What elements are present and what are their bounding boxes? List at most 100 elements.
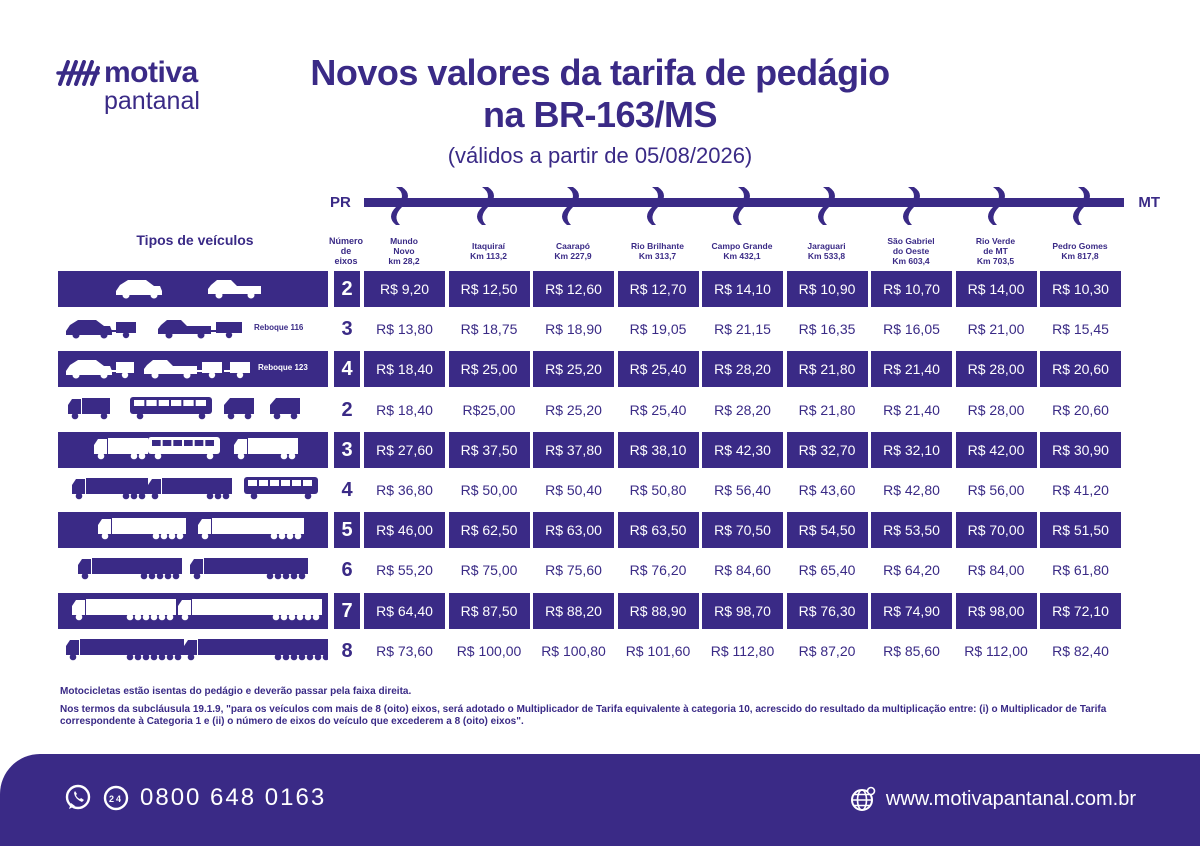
plaza-header: Caarapó Km 227,9 [533,241,613,261]
price-cell: R$ 88,20 [533,592,614,629]
price-cell: R$ 42,00 [955,431,1037,468]
price-cell: R$ 20,60 [1052,401,1109,418]
price-cell: R$ 28,00 [955,351,1037,388]
price-cell: R$ 42,30 [702,431,783,468]
price-cell: R$ 28,00 [967,401,1025,418]
price-cell: R$ 25,00 [448,351,530,388]
brand-line2: pantanal [104,87,200,115]
website-contact[interactable]: www.motivapantanal.com.br [850,786,1136,812]
plaza-name: Jaraguari [807,241,846,251]
route-end: MT [1138,194,1160,211]
price-cell: R$ 14,00 [955,271,1037,307]
vehicle-icons [58,592,328,629]
price-cell: R$ 55,20 [376,562,433,579]
price-cell: R$ 18,90 [545,321,602,338]
price-cell: R$ 41,20 [1052,482,1109,498]
price-cell: R$ 101,60 [625,642,691,659]
route-line: PR MT [330,184,1160,226]
trailer-label: Reboque 116 [254,323,304,333]
price-cell: R$ 50,00 [460,482,518,498]
axles-header-line: eixos [334,256,358,266]
plaza-name: de MT [983,246,1008,256]
price-cell: R$ 19,05 [629,321,687,338]
vehicle-silhouette-icon [116,280,261,299]
plaza-name: Rio Verde [975,236,1016,246]
axles-header: Número de eixos [326,236,366,266]
vehicle-icons [58,392,328,428]
price-cell: R$ 50,40 [545,482,602,498]
price-cell: R$ 62,50 [448,512,530,549]
vehicle-silhouette-icon [66,360,250,379]
vehicle-silhouette-icon [72,477,318,500]
price-cell: R$ 37,80 [533,431,614,468]
price-cell: R$ 25,40 [629,401,687,418]
plaza-km: Km 703,5 [976,256,1015,266]
plaza-header: Rio Brilhante Km 313,7 [618,241,698,261]
price-cell: R$ 21,40 [883,401,940,418]
price-cell: R$ 64,20 [883,562,940,579]
price-cell: R$ 112,80 [710,642,775,659]
price-cell: R$ 16,05 [883,321,940,338]
price-cell: R$ 53,50 [871,512,952,549]
trailer-label: Reboque 123 [258,363,308,373]
axle-count: 3 [334,431,360,468]
axle-count: 4 [341,479,353,501]
price-cell: R$ 10,30 [1040,271,1121,307]
route-road-icon [364,187,1124,225]
price-cell: R$ 18,40 [364,351,445,388]
vehicle-silhouette-icon [78,558,308,580]
vehicle-icons [58,271,328,307]
price-cell: R$ 20,60 [1040,351,1121,388]
vehicle-silhouette-icon [66,638,332,661]
table-row: Reboque 123 4 R$ 18,40 R$ 25,00 R$ 25,20 R$ 2… [58,351,1158,388]
price-cell: R$ 18,75 [460,321,518,338]
plaza-km: Km 817,8 [1061,251,1099,261]
price-cell: R$ 74,90 [871,592,952,629]
price-cell: R$ 84,60 [714,562,771,579]
vehicle-icons [58,552,328,588]
price-cell: R$ 28,20 [714,401,771,418]
plaza-km: Km 432,1 [723,251,761,261]
price-cell: R$ 28,20 [702,351,783,388]
price-cell: R$ 21,00 [967,321,1025,338]
price-cell: R$ 88,90 [617,592,699,629]
axles-header-line: de [340,246,352,256]
price-cell: R$ 84,00 [967,562,1025,579]
plaza-name: São Gabriel [887,236,935,246]
price-cell: R$ 21,15 [714,321,771,338]
price-cell: R$ 12,60 [533,271,614,307]
plaza-header: Rio Verde de MT Km 703,5 [956,236,1036,266]
price-cell: R$ 9,20 [364,271,445,307]
price-cell: R$ 87,20 [798,642,856,659]
price-cell: R$ 36,80 [376,482,433,498]
price-cell: R$ 25,20 [533,351,614,388]
axle-count: 7 [334,592,360,629]
plaza-name: Campo Grande [711,241,773,251]
phone-number[interactable]: 0800 648 0163 [140,784,327,811]
price-cell: R$ 16,35 [798,321,856,338]
price-cell: R$ 70,50 [702,512,783,549]
price-cell: R$ 46,00 [364,512,445,549]
price-cell: R$ 18,40 [376,401,433,418]
footer: 24 0800 648 0163 www.motivapantanal.com.… [0,754,1200,846]
table-row: 6 R$ 55,20 R$ 75,00 R$ 75,60 R$ 76,20 R$ 84,6… [58,552,1158,588]
vehicle-silhouette-icon [72,598,322,620]
website-url[interactable]: www.motivapantanal.com.br [885,787,1136,810]
plaza-name: Rio Brilhante [631,241,684,251]
title-line2: na BR-163/MS [482,94,718,135]
note-motorcycles: Motocicletas estão isentas do pedágio e … [60,686,412,697]
plaza-km: km 28,2 [388,256,420,266]
price-cell: R$ 13,80 [376,321,433,338]
plaza-km: Km 227,9 [554,251,592,261]
page-title: Novos valores da tarifa de pedágio na BR… [270,52,930,136]
price-cell: R$ 25,20 [545,401,602,418]
vehicle-icons [58,431,328,468]
price-cell: R$ 61,80 [1052,562,1109,579]
vehicle-silhouette-icon [98,518,304,540]
table-row: 2 R$ 9,20 R$ 12,50 R$ 12,60 R$ 12,70 R$ 14,10… [58,271,1158,307]
table-row: 8 R$ 73,60 R$ 100,00 R$ 100,80 R$ 101,60 R$ 1… [58,633,1158,669]
phone-contact[interactable]: 24 0800 648 0163 [64,784,326,812]
price-cell: R$ 43,60 [798,482,856,498]
price-cell: R$ 56,00 [967,482,1025,498]
price-cell: R$ 21,40 [871,351,952,388]
